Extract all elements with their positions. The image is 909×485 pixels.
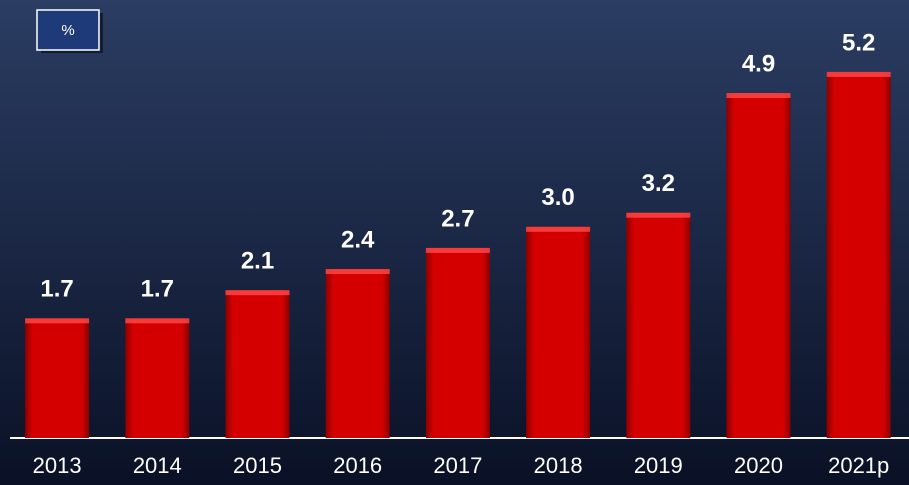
bar-bevel	[25, 318, 90, 324]
bar	[826, 71, 891, 439]
x-tick-label: 2021p	[828, 453, 889, 478]
value-label: 2.4	[341, 226, 375, 253]
x-tick-label: 2020	[734, 453, 783, 478]
bar-bevel	[325, 269, 390, 275]
bar	[726, 93, 791, 438]
x-tick-label: 2014	[133, 453, 182, 478]
unit-label: %	[61, 22, 74, 39]
x-tick-label: 2016	[333, 453, 382, 478]
bar	[325, 269, 390, 438]
bar	[225, 290, 290, 438]
value-label: 5.2	[842, 29, 875, 56]
bar	[526, 226, 591, 438]
bar-bevel	[626, 212, 691, 218]
x-tick-label: 2013	[33, 453, 82, 478]
bar-bevel	[225, 290, 290, 296]
bar	[25, 318, 90, 438]
value-label: 3.0	[541, 184, 574, 211]
value-label: 1.7	[141, 276, 174, 303]
bar-bevel	[726, 93, 791, 99]
x-tick-label: 2017	[433, 453, 482, 478]
bar-bevel	[125, 318, 190, 324]
bar	[626, 212, 691, 438]
x-tick-label: 2019	[634, 453, 683, 478]
bar-bevel	[425, 247, 490, 253]
bar	[125, 318, 190, 438]
x-tick-label: 2015	[233, 453, 282, 478]
bar-bevel	[826, 71, 891, 77]
x-tick-label: 2018	[534, 453, 583, 478]
value-label: 3.2	[642, 170, 675, 197]
value-label: 4.9	[742, 50, 775, 77]
value-label: 1.7	[40, 276, 73, 303]
value-label: 2.7	[441, 205, 474, 232]
value-label: 2.1	[241, 248, 274, 275]
unit-box	[36, 9, 100, 51]
bar	[425, 247, 490, 438]
bar-bevel	[526, 226, 591, 232]
